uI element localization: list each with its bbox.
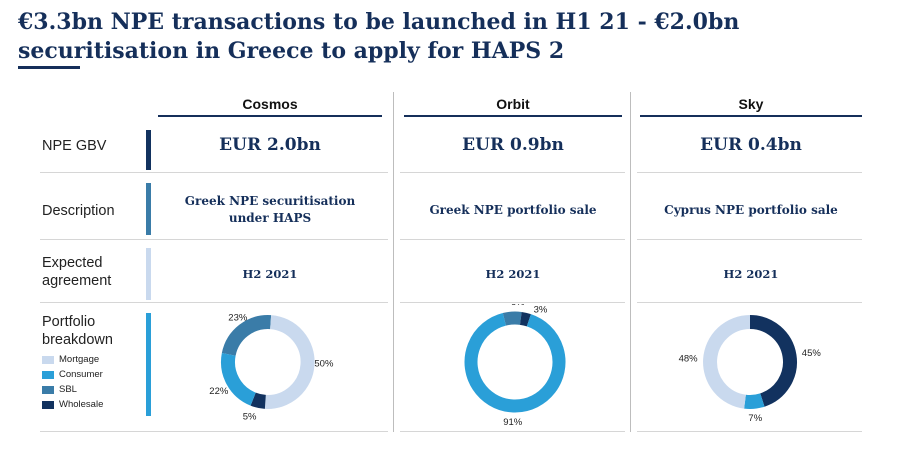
donut-slice-sbl [502, 311, 522, 326]
sky-portfolio-donut: 45% 7% 48% [679, 315, 822, 424]
row-divider [40, 239, 388, 240]
row-bar-description [146, 183, 151, 235]
orbit-description: Greek NPE portfolio sale [429, 202, 597, 217]
row-bar-breakdown [146, 313, 151, 416]
row-divider [40, 431, 388, 432]
row-divider [400, 302, 625, 303]
legend-swatch [42, 385, 54, 394]
column-header-orbit: Orbit [496, 96, 530, 112]
row-divider [400, 431, 625, 432]
donut-label-mortgage: 50% [314, 359, 334, 370]
legend-label: Mortgage [59, 354, 100, 365]
orbit-portfolio-donut: 6% 3% 91% [464, 304, 566, 428]
legend: Mortgage Consumer SBL Wholesale [42, 352, 103, 412]
donut-label-wholesale: 3% [534, 305, 548, 316]
column-header-sky: Sky [738, 96, 764, 112]
column-divider [393, 92, 394, 432]
legend-label: SBL [59, 384, 77, 395]
row-bar-agreement [146, 248, 151, 300]
legend-item-wholesale: Wholesale [42, 397, 103, 412]
cosmos-agreement: H2 2021 [242, 267, 298, 281]
row-divider [637, 239, 862, 240]
row-divider [637, 172, 862, 173]
column-rule-sky [640, 115, 862, 117]
column-divider [630, 92, 631, 432]
column-header-cosmos: Cosmos [242, 96, 298, 112]
legend-swatch [42, 370, 54, 379]
row-bar-gbv [146, 130, 151, 170]
legend-label: Wholesale [59, 399, 104, 410]
legend-swatch [42, 355, 54, 364]
row-label-gbv: NPE GBV [42, 138, 107, 154]
donut-slice-wholesale [749, 315, 797, 407]
page-title: €3.3bn NPE transactions to be launched i… [18, 9, 740, 64]
sky-description: Cyprus NPE portfolio sale [664, 202, 838, 217]
donut-slice-consumer [744, 393, 765, 409]
donut-label-mortgage: 48% [679, 354, 699, 365]
legend-swatch [42, 400, 54, 409]
row-label-agreement: Expected agreement [42, 255, 112, 289]
donut-slice-mortgage [264, 315, 315, 409]
donut-label-wholesale: 5% [243, 412, 257, 423]
row-divider [40, 302, 388, 303]
donut-label-sbl: 23% [228, 313, 248, 324]
cosmos-gbv: EUR 2.0bn [219, 135, 321, 155]
donut-slice-mortgage [703, 315, 751, 409]
donut-label-consumer: 22% [209, 386, 229, 397]
cosmos-portfolio-donut: 23% 50% 5% 22% [209, 313, 334, 423]
cosmos-description: Greek NPE securitisation under HAPS [184, 194, 356, 225]
column-rule-orbit [404, 115, 622, 117]
column-rule-cosmos [158, 115, 382, 117]
legend-item-mortgage: Mortgage [42, 352, 103, 367]
donut-label-sbl: 6% [511, 304, 525, 308]
row-divider [637, 431, 862, 432]
row-label-breakdown: Portfolio breakdown [42, 314, 113, 348]
donut-label-consumer: 7% [748, 413, 762, 424]
donut-slice-sbl [221, 315, 272, 357]
row-divider [40, 172, 388, 173]
sky-agreement: H2 2021 [723, 267, 779, 281]
title-underline [18, 66, 80, 69]
donut-slice-consumer [221, 353, 257, 406]
donut-slice-wholesale [519, 311, 531, 327]
row-divider [400, 239, 625, 240]
donut-slice-wholesale [250, 392, 267, 409]
legend-item-consumer: Consumer [42, 367, 103, 382]
sky-gbv: EUR 0.4bn [700, 135, 802, 155]
donut-slice-consumer [464, 313, 566, 413]
row-label-description: Description [42, 203, 115, 219]
orbit-gbv: EUR 0.9bn [462, 135, 564, 155]
orbit-agreement: H2 2021 [485, 267, 541, 281]
row-divider [400, 172, 625, 173]
legend-item-sbl: SBL [42, 382, 103, 397]
legend-label: Consumer [59, 369, 103, 380]
donut-label-consumer: 91% [503, 417, 523, 428]
donut-label-wholesale: 45% [802, 348, 822, 359]
row-divider [637, 302, 862, 303]
